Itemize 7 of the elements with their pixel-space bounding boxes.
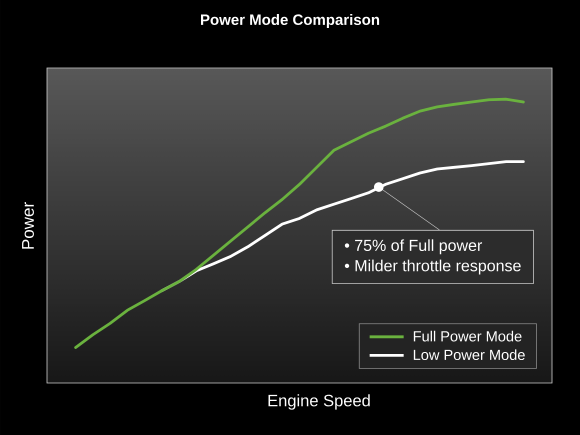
y-axis-title: Power bbox=[22, 202, 34, 249]
annotation: • Milder throttle response bbox=[344, 260, 521, 275]
x-axis-title: Engine Speed bbox=[268, 394, 370, 410]
legend-label: Full Power Mode bbox=[414, 330, 522, 342]
annotation: • 75% of Full power bbox=[344, 239, 482, 254]
chart-title: Power Mode Comparison bbox=[201, 14, 380, 28]
legend-label: Low Power Mode bbox=[414, 349, 525, 360]
